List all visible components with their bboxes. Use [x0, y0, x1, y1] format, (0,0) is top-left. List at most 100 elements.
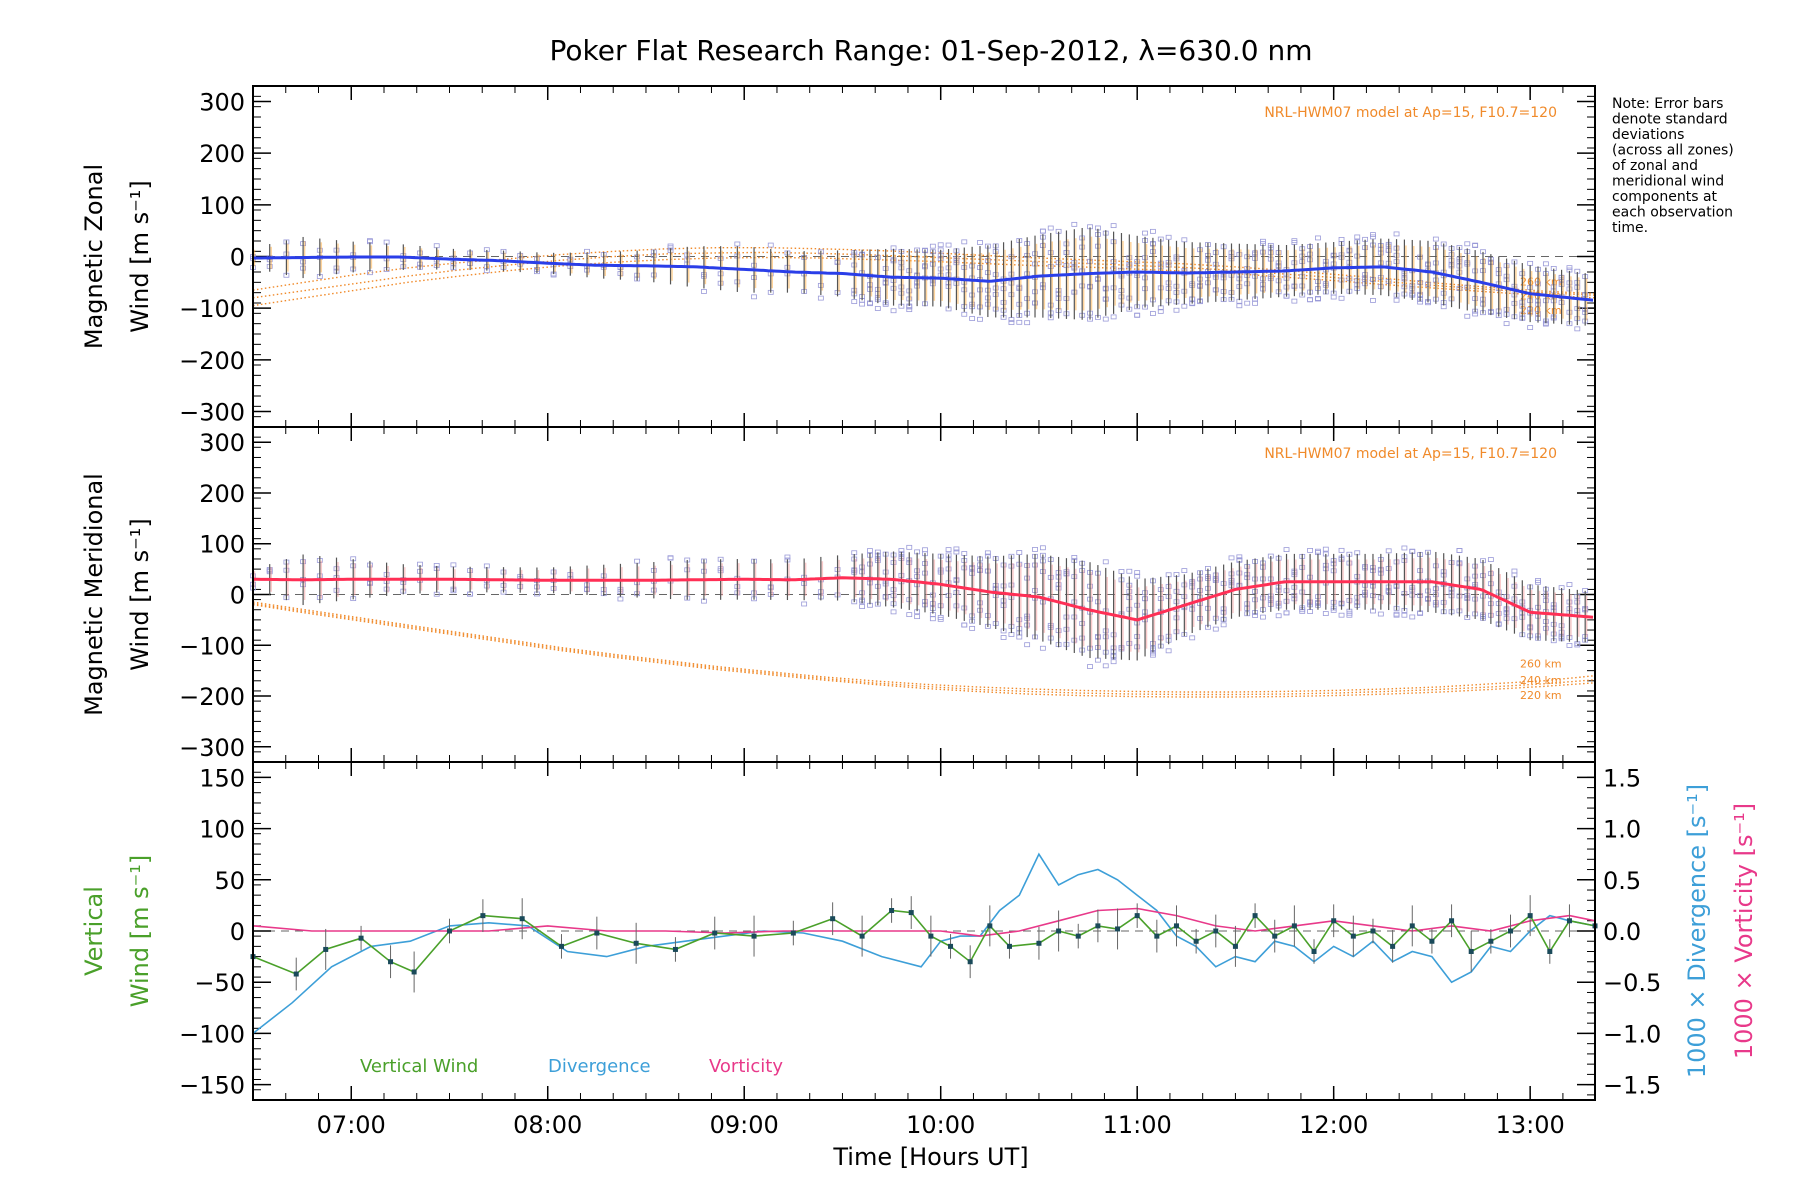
x-tick-label: 08:00 — [513, 1111, 582, 1139]
vertical-wind-point — [1134, 913, 1140, 919]
zone-point — [1150, 311, 1156, 316]
vertical-wind-point — [1075, 933, 1081, 939]
vorticity-line — [252, 907, 1596, 937]
zone-point — [1370, 232, 1376, 237]
zone-point — [1236, 303, 1243, 309]
zone-point — [1291, 298, 1298, 304]
y-tick-label: −300 — [179, 399, 245, 427]
zone-point — [1260, 614, 1266, 620]
zone-point — [890, 609, 897, 615]
legend-item: Divergence — [548, 1056, 651, 1077]
x-tick-label: 13:00 — [1496, 1111, 1565, 1139]
zone-point — [1283, 610, 1290, 616]
zone-point — [1487, 557, 1494, 562]
divergence-line — [252, 852, 1596, 1035]
zone-point — [890, 308, 897, 314]
zone-point — [1134, 570, 1141, 576]
zone-point — [1542, 261, 1549, 267]
zone-point — [1322, 546, 1329, 552]
model-curve-2 — [252, 604, 1596, 698]
zone-point — [1181, 568, 1188, 573]
chart-title: Poker Flat Research Range: 01-Sep-2012, … — [550, 34, 1313, 67]
y2-tick-label: −0.5 — [1603, 969, 1661, 997]
zone-point — [1000, 635, 1007, 640]
zone-point — [1566, 265, 1573, 271]
zone-point — [969, 316, 976, 321]
zone-point — [1370, 297, 1376, 303]
zone-point — [1283, 547, 1290, 553]
zone-point — [961, 622, 968, 628]
y-tick-label: 100 — [199, 816, 245, 844]
zone-point — [751, 294, 757, 300]
zone-point — [1393, 297, 1400, 303]
zone-point — [1220, 622, 1227, 628]
vertical-wind-point — [1036, 940, 1042, 946]
y-tick-label: 0 — [230, 582, 245, 610]
zone-point — [937, 242, 944, 248]
zone-point — [1165, 234, 1172, 240]
zone-point — [1315, 548, 1321, 554]
zone-point — [1401, 545, 1408, 551]
y-tick-label: 200 — [199, 480, 245, 508]
zone-point — [1322, 611, 1329, 616]
zone-point — [1134, 312, 1141, 318]
zone-point — [1150, 228, 1156, 234]
zone-point — [1283, 610, 1290, 616]
panel-frame — [252, 761, 1596, 1101]
zone-point — [1110, 223, 1117, 229]
zone-point — [906, 307, 913, 313]
y-axis-label-line2: Wind [m s⁻¹] — [126, 518, 154, 670]
zone-point — [1173, 307, 1180, 313]
vertical-wind-point — [1429, 938, 1435, 944]
vertical-wind-point — [1311, 948, 1317, 954]
vertical-wind-point — [859, 933, 865, 939]
model-label: NRL-HWM07 model at Ap=15, F10.7=120 — [1264, 446, 1557, 462]
zone-point — [977, 240, 983, 245]
zone-point — [859, 604, 866, 609]
zone-point — [1181, 237, 1188, 243]
zone-point — [1118, 569, 1125, 574]
vertical-wind-point — [928, 933, 934, 939]
zone-point — [1102, 663, 1109, 669]
y2-axis-label-vorticity: 1000 × Vorticity [s⁻¹] — [1730, 803, 1758, 1059]
y-tick-label: 0 — [230, 918, 245, 946]
y-tick-label: −50 — [194, 969, 245, 997]
y2-tick-label: 1.0 — [1603, 816, 1641, 844]
zone-point — [617, 596, 624, 602]
legend-item: Vertical Wind — [360, 1056, 478, 1077]
zone-point — [953, 549, 960, 555]
vertical-wind-point — [908, 910, 914, 916]
zone-point — [1527, 325, 1534, 330]
zone-point — [433, 243, 440, 249]
zone-point — [1110, 659, 1117, 665]
model-curve-1 — [252, 602, 1596, 696]
vertical-wind-point — [1331, 918, 1337, 924]
vertical-wind-point — [1409, 923, 1415, 929]
y-tick-label: 150 — [199, 764, 245, 792]
zone-point — [1142, 230, 1148, 236]
zone-point — [961, 311, 968, 317]
zone-point — [1307, 609, 1313, 614]
zone-point — [953, 546, 960, 552]
y-tick-label: 100 — [199, 531, 245, 559]
vertical-wind-point — [1095, 923, 1101, 929]
zone-point — [859, 301, 866, 307]
zone-point — [906, 544, 913, 550]
note-line: components at — [1612, 189, 1718, 205]
zone-point — [1110, 314, 1117, 320]
zone-point — [801, 601, 808, 607]
vertical-wind-point — [1173, 923, 1179, 929]
vertical-wind-point — [987, 923, 993, 929]
y-tick-label: −200 — [179, 683, 245, 711]
zone-point — [851, 299, 858, 305]
zone-point — [1393, 231, 1400, 237]
zone-point — [1212, 626, 1219, 632]
zone-point — [1401, 612, 1408, 618]
zone-point — [945, 547, 952, 553]
y-axis-label-line1: Magnetic Zonal — [80, 164, 108, 349]
note-line: denote standard — [1612, 112, 1728, 128]
y-tick-label: 0 — [230, 244, 245, 272]
zone-point — [1024, 642, 1031, 648]
zone-point — [1228, 555, 1235, 561]
